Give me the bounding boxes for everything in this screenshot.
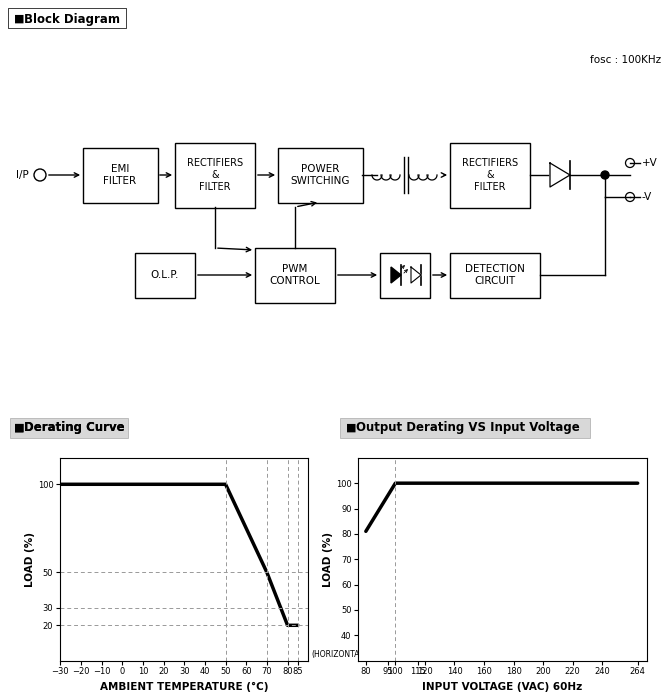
Y-axis label: LOAD (%): LOAD (%): [323, 532, 333, 586]
Polygon shape: [411, 267, 421, 283]
Text: Block Diagram: Block Diagram: [24, 13, 120, 25]
Bar: [83, 148, 158, 203]
Y-axis label: LOAD (%): LOAD (%): [25, 532, 35, 586]
Text: RECTIFIERS
&
FILTER: RECTIFIERS & FILTER: [462, 159, 518, 192]
Text: (HORIZONTAL): (HORIZONTAL): [312, 650, 367, 658]
Text: Output Derating VS Input Voltage: Output Derating VS Input Voltage: [356, 421, 580, 435]
Text: I/P: I/P: [15, 170, 28, 180]
Text: RECTIFIERS
&
FILTER: RECTIFIERS & FILTER: [187, 159, 243, 192]
Circle shape: [601, 171, 609, 179]
Text: ■: ■: [14, 14, 25, 24]
Text: -V: -V: [642, 192, 653, 202]
Text: fosc : 100KHz: fosc : 100KHz: [590, 55, 661, 65]
Bar: [255, 248, 335, 303]
X-axis label: AMBIENT TEMPERATURE (°C): AMBIENT TEMPERATURE (°C): [100, 682, 269, 692]
Polygon shape: [391, 267, 401, 283]
Bar: [278, 148, 363, 203]
Text: EMI
FILTER: EMI FILTER: [103, 164, 137, 186]
Bar: [135, 253, 195, 298]
Text: PWM
CONTROL: PWM CONTROL: [269, 264, 320, 286]
Text: ■: ■: [14, 423, 25, 433]
Bar: [450, 253, 540, 298]
Text: ■: ■: [346, 423, 356, 433]
Bar: [175, 143, 255, 208]
Bar: [340, 418, 590, 438]
Bar: [450, 143, 530, 208]
Text: +V: +V: [642, 158, 658, 168]
X-axis label: INPUT VOLTAGE (VAC) 60Hz: INPUT VOLTAGE (VAC) 60Hz: [422, 682, 583, 692]
Text: Derating Curve: Derating Curve: [24, 421, 125, 435]
Text: ■: ■: [14, 423, 25, 433]
Text: DETECTION
CIRCUIT: DETECTION CIRCUIT: [465, 264, 525, 286]
Bar: [380, 253, 430, 298]
Bar: [10, 418, 128, 438]
Text: POWER
SWITCHING: POWER SWITCHING: [290, 164, 350, 186]
Text: Derating Curve: Derating Curve: [24, 421, 125, 435]
Bar: [8, 8, 126, 28]
Polygon shape: [550, 163, 570, 187]
Bar: [8, 8, 126, 28]
Text: O.L.P.: O.L.P.: [151, 270, 179, 280]
